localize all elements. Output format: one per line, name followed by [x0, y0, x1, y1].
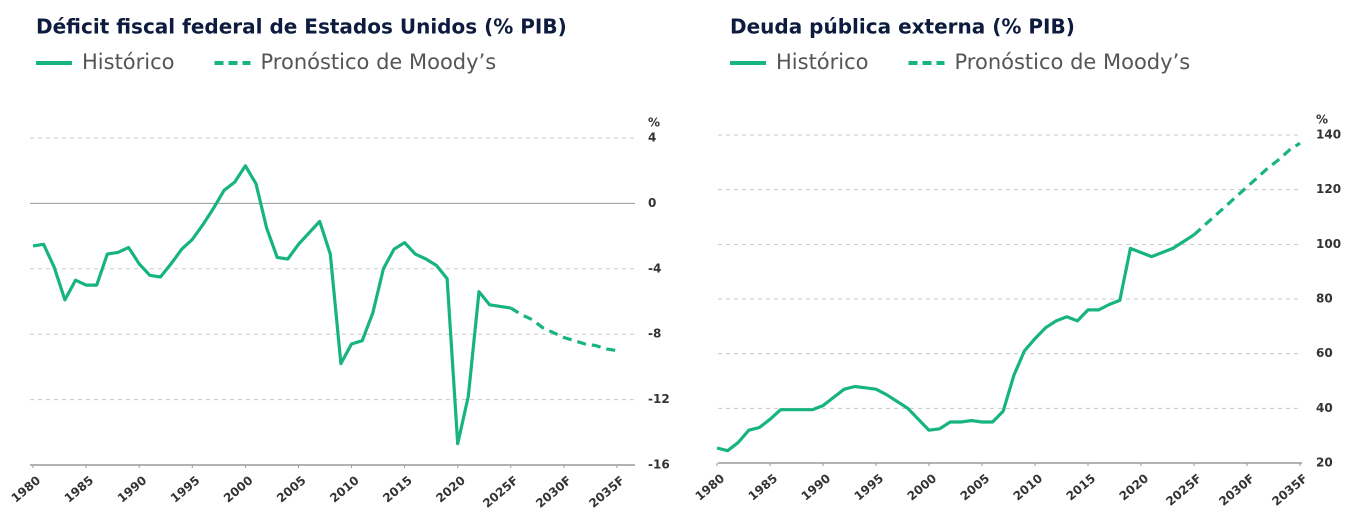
x-tick-label: 2035F [1269, 471, 1310, 508]
y-tick-label: 60 [1316, 346, 1333, 360]
y-tick-label: -4 [648, 261, 661, 275]
x-tick-label: 2010 [1011, 471, 1046, 503]
x-tick-label: 1990 [115, 473, 150, 505]
x-tick-label: 2025F [480, 473, 521, 510]
y-tick-label: 0 [648, 196, 656, 210]
y-tick-label: 100 [1316, 237, 1341, 251]
x-tick-label: 2025F [1163, 471, 1204, 508]
y-tick-label: 140 [1316, 128, 1341, 142]
chart-title: Deuda pública externa (% PIB) [730, 15, 1075, 39]
legend-label: Histórico [82, 50, 175, 74]
x-tick-label: 2000 [221, 473, 256, 505]
x-tick-label: 1995 [852, 471, 887, 503]
x-tick-label: 1995 [168, 473, 203, 505]
x-tick-label: 2010 [327, 473, 362, 505]
y-tick-label: 20 [1316, 456, 1333, 470]
x-tick-label: 1980 [9, 473, 44, 505]
y-tick-label: 120 [1316, 182, 1341, 196]
x-tick-label: 2005 [274, 473, 309, 505]
y-tick-label: -16 [648, 458, 670, 472]
legend-label: Histórico [776, 50, 869, 74]
x-tick-label: 2020 [433, 473, 468, 505]
y-tick-label: -12 [648, 392, 670, 406]
x-tick-label: 2000 [905, 471, 940, 503]
x-tick-label: 1985 [62, 473, 97, 505]
y-unit: % [1316, 113, 1328, 127]
y-unit: % [648, 116, 660, 130]
x-tick-label: 2030F [533, 473, 574, 510]
y-tick-label: 80 [1316, 292, 1333, 306]
legend-label: Pronóstico de Moody’s [955, 50, 1191, 74]
legend-label: Pronóstico de Moody’s [261, 50, 497, 74]
x-tick-label: 2015 [1064, 471, 1099, 503]
chart-title: Déficit fiscal federal de Estados Unidos… [36, 15, 567, 39]
x-tick-label: 2020 [1117, 471, 1152, 503]
series-line [1192, 141, 1301, 236]
x-tick-label: 2030F [1216, 471, 1257, 508]
x-tick-label: 2015 [380, 473, 415, 505]
x-tick-label: 1990 [799, 471, 834, 503]
x-tick-label: 1985 [746, 471, 781, 503]
x-tick-label: 2005 [958, 471, 993, 503]
series-line [716, 233, 1195, 453]
y-tick-label: 4 [648, 131, 656, 145]
series-line [509, 306, 618, 353]
series-line [32, 164, 512, 446]
y-tick-label: 40 [1316, 401, 1333, 415]
x-tick-label: 2035F [586, 473, 627, 510]
x-tick-label: 1980 [693, 471, 728, 503]
y-tick-label: -8 [648, 327, 661, 341]
